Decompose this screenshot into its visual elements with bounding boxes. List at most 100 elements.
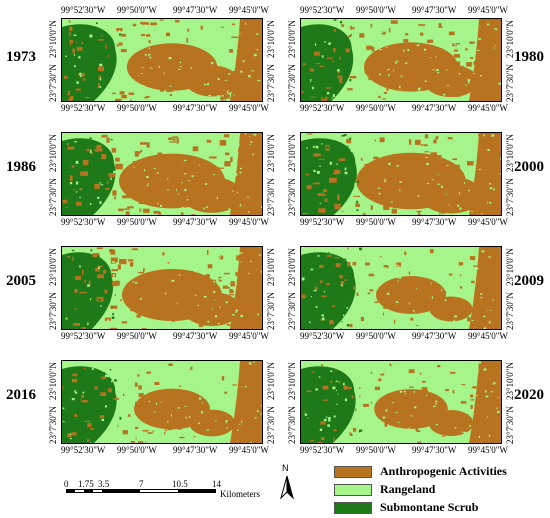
scrub-patch [109, 369, 112, 371]
scrub-patch [312, 86, 314, 90]
anthropogenic-patch [420, 32, 424, 36]
anthropogenic-patch [212, 202, 219, 207]
anthropogenic-patch [169, 94, 172, 97]
scrub-patch [107, 375, 110, 378]
anthropogenic-patch [367, 292, 371, 295]
scrub-patch [341, 284, 343, 287]
rangeland-patch [496, 407, 498, 410]
rangeland-patch [401, 255, 405, 258]
rangeland-patch [222, 403, 225, 405]
rangeland-patch [216, 254, 219, 256]
rangeland-patch [393, 437, 397, 439]
anthropogenic-patch [243, 435, 249, 440]
scrub-patch [92, 299, 96, 303]
anthropogenic-patch [228, 74, 230, 77]
rangeland-patch [252, 153, 254, 156]
rangeland-patch [441, 21, 444, 24]
scrub-patch [356, 209, 359, 212]
rangeland-patch [391, 265, 393, 268]
rangeland-patch [181, 182, 183, 184]
scrub-patch [302, 21, 306, 24]
scrub-patch [91, 169, 95, 172]
anthropogenic-patch [337, 75, 343, 79]
anthropogenic-patch [145, 441, 147, 443]
scrub-patch [332, 255, 334, 259]
scrub-patch [336, 403, 338, 405]
rangeland-patch [164, 292, 167, 295]
scrub-patch [309, 321, 311, 324]
anthropogenic-patch [435, 136, 439, 140]
rangeland-patch [387, 270, 390, 272]
anthropogenic-patch [448, 200, 453, 206]
anthropogenic-patch [81, 394, 84, 398]
anthropogenic-patch [256, 285, 258, 287]
scrub-patch [100, 305, 102, 307]
anthropogenic-patch [434, 71, 439, 75]
scrub-patch [100, 77, 102, 81]
anthropogenic-patch [252, 263, 255, 267]
anthropogenic-patch [224, 391, 227, 394]
anthropogenic-patch [117, 264, 121, 270]
rangeland-patch [135, 281, 138, 284]
scrub-patch [104, 374, 108, 377]
scrub-patch [352, 91, 354, 95]
anthropogenic-patch [115, 157, 120, 162]
anthropogenic-patch [326, 254, 332, 257]
anthropogenic-patch [483, 42, 486, 45]
anthropogenic-patch [139, 55, 143, 60]
anthropogenic-patch [198, 324, 204, 327]
rangeland-patch [377, 265, 379, 268]
anthropogenic-patch [424, 134, 429, 139]
anthropogenic-patch [101, 134, 108, 138]
anthropogenic-patch [134, 194, 138, 199]
rangeland-patch [430, 24, 432, 27]
coordinate-tick-label: 23°7'30"N [505, 64, 515, 102]
rangeland-patch [468, 170, 470, 172]
coordinate-tick-label: 99°50'0"W [356, 103, 396, 113]
rangeland-patch [422, 134, 425, 137]
scrub-patch [82, 181, 85, 184]
anthropogenic-patch [213, 167, 215, 172]
anthropogenic-patch [482, 135, 488, 140]
coordinate-tick-label: 99°45'0"W [468, 217, 508, 227]
rangeland-patch [430, 282, 432, 285]
anthropogenic-patch [157, 152, 163, 157]
anthropogenic-patch [114, 294, 116, 296]
scrub-patch [98, 159, 102, 162]
anthropogenic-patch [377, 72, 380, 77]
anthropogenic-patch [171, 320, 175, 322]
anthropogenic-patch [453, 171, 459, 176]
anthropogenic-patch [339, 78, 343, 84]
anthropogenic-patch [310, 68, 314, 72]
anthropogenic-patch [499, 366, 501, 368]
rangeland-patch [248, 75, 251, 78]
scrub-patch [346, 283, 348, 285]
rangeland-patch [142, 370, 144, 373]
rangeland-patch [451, 28, 453, 31]
anthropogenic-patch [352, 261, 357, 266]
coordinate-tick-label: 99°50'0"W [117, 103, 157, 113]
coordinate-tick-label: 99°52'30"W [61, 103, 106, 113]
rangeland-patch [224, 80, 227, 82]
anthropogenic-patch [171, 402, 175, 406]
anthropogenic-patch [150, 22, 157, 26]
anthropogenic-patch [231, 36, 239, 38]
rangeland-patch [424, 80, 427, 82]
rangeland-patch [240, 70, 243, 73]
anthropogenic-patch [188, 177, 196, 183]
rangeland-patch [217, 78, 220, 80]
rangeland-patch [398, 427, 401, 430]
anthropogenic-patch [110, 257, 118, 263]
rangeland-patch [237, 144, 240, 146]
rangeland-patch [415, 287, 417, 290]
anthropogenic-patch [115, 163, 123, 170]
anthropogenic-patch [423, 400, 426, 405]
anthropogenic-patch [209, 279, 217, 285]
rangeland-patch [467, 150, 470, 152]
anthropogenic-patch [427, 39, 433, 43]
anthropogenic-patch [165, 300, 169, 302]
scrub-patch [83, 148, 87, 152]
anthropogenic-patch [149, 292, 156, 295]
anthropogenic-patch [335, 263, 341, 268]
scrub-patch [357, 254, 359, 257]
